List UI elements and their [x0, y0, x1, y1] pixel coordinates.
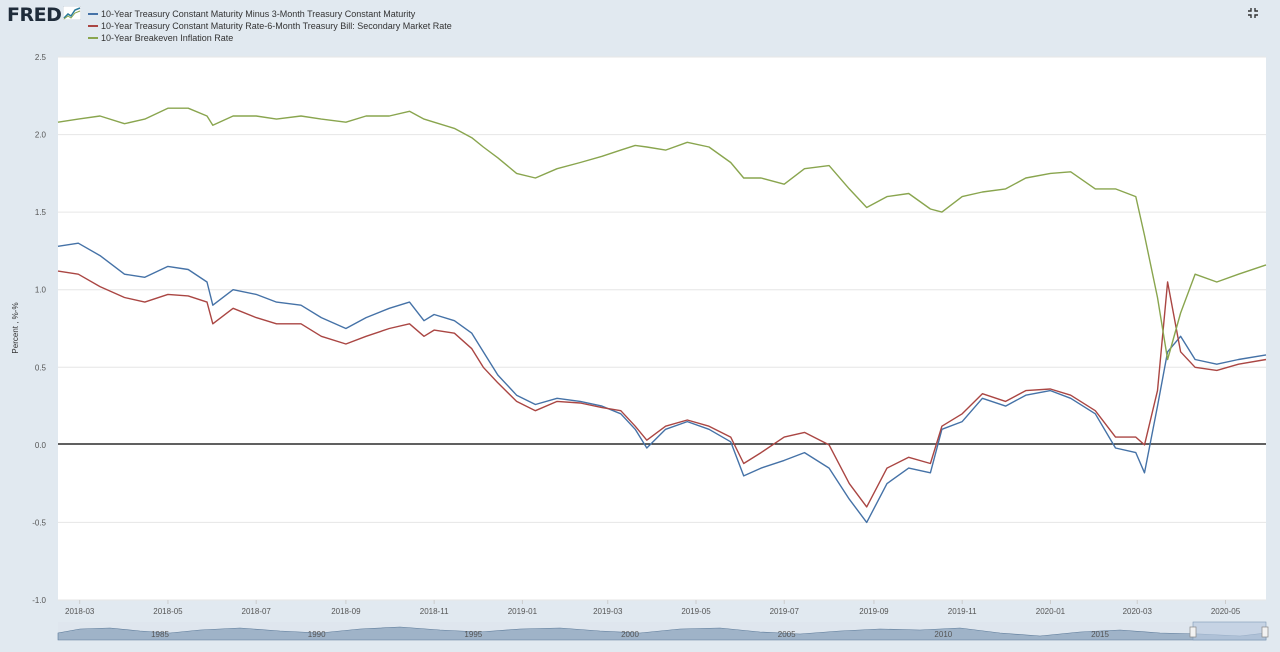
fred-logo[interactable]: FRED	[7, 4, 62, 26]
x-tick-label: 2018-11	[420, 607, 449, 616]
y-axis-label: Percent , %-%	[11, 302, 20, 353]
x-tick-label: 2018-03	[65, 607, 95, 616]
navigator-tick-label: 1985	[151, 630, 169, 639]
navigator-ticks: 1985 1990 1995 2000 2005 2010 2015	[151, 630, 1109, 639]
y-tick-label: 2.0	[35, 131, 47, 140]
series-line-2[interactable]	[57, 107, 1267, 361]
x-tick-label: 2018-05	[153, 607, 183, 616]
series-line-1[interactable]	[57, 270, 1267, 508]
legend-swatch-green	[88, 37, 98, 39]
x-tick-label: 2019-01	[508, 607, 538, 616]
navigator-series-area	[57, 626, 1267, 641]
series-lines	[57, 107, 1267, 524]
y-tick-label: 2.5	[35, 53, 47, 62]
navigator-selection[interactable]	[1192, 621, 1267, 641]
x-tick-label: 2018-09	[331, 607, 361, 616]
grid-lines	[58, 56, 1266, 601]
line-chart-icon	[63, 6, 81, 20]
y-tick-label: 1.0	[35, 286, 47, 295]
legend-label: 10-Year Treasury Constant Maturity Rate-…	[101, 21, 452, 31]
x-tick-label: 2020-03	[1123, 607, 1153, 616]
y-tick-label: -0.5	[32, 518, 46, 527]
navigator-tick-label: 2000	[621, 630, 639, 639]
x-tick-label: 2020-05	[1211, 607, 1241, 616]
navigator-tick-label: 1990	[308, 630, 326, 639]
legend-swatch-red	[88, 25, 98, 27]
x-tick-label: 2019-03	[593, 607, 623, 616]
navigator-tick-label: 2010	[934, 630, 952, 639]
x-tick-label: 2019-07	[770, 607, 800, 616]
series-line-0[interactable]	[57, 242, 1267, 524]
navigator-tick-label: 1995	[464, 630, 482, 639]
plot-background	[58, 57, 1266, 600]
y-tick-label: -1.0	[32, 596, 46, 605]
x-tick-label: 2019-05	[681, 607, 711, 616]
legend-label: 10-Year Breakeven Inflation Rate	[101, 33, 234, 43]
legend-swatch-blue	[88, 13, 98, 15]
x-tick-label: 2020-01	[1036, 607, 1066, 616]
navigator-tick-label: 2015	[1091, 630, 1109, 639]
y-tick-label: 0.5	[35, 363, 47, 372]
x-tick-label: 2019-09	[859, 607, 889, 616]
y-axis-ticks: 2.5 2.0 1.5 1.0 0.5 0.0 -0.5 -1.0	[32, 53, 46, 605]
y-tick-label: 0.0	[35, 441, 47, 450]
range-navigator[interactable]: 1985 1990 1995 2000 2005 2010 2015	[57, 621, 1269, 641]
x-tick-label: 2018-07	[242, 607, 272, 616]
navigator-handle-right[interactable]	[1261, 626, 1269, 638]
navigator-handle-left[interactable]	[1189, 626, 1197, 638]
expand-icon[interactable]	[1246, 6, 1260, 20]
y-tick-label: 1.5	[35, 208, 47, 217]
x-tick-label: 2019-11	[948, 607, 977, 616]
chart-header: FRED 10-Year Treasury Constant Maturity …	[0, 0, 1280, 50]
navigator-tick-label: 2005	[778, 630, 796, 639]
x-axis-ticks: 2018-03 2018-05 2018-07 2018-09 2018-11 2019-…	[65, 600, 1241, 616]
legend-label: 10-Year Treasury Constant Maturity Minus…	[101, 9, 416, 19]
